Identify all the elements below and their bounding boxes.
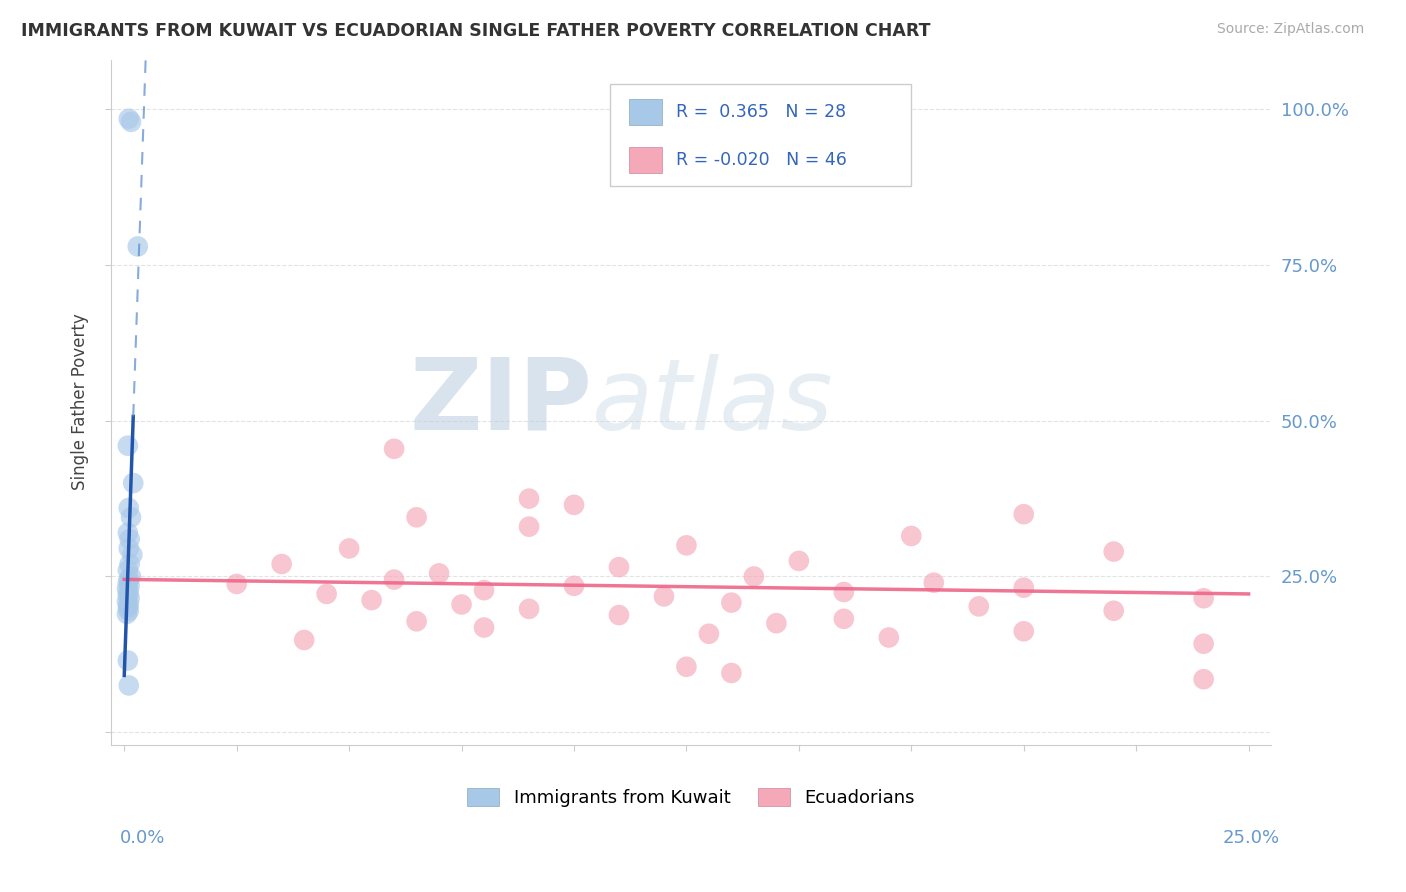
- Point: [877, 631, 900, 645]
- Point: [787, 554, 810, 568]
- Point: [1192, 591, 1215, 606]
- Point: [1012, 581, 1035, 595]
- Point: [118, 591, 141, 606]
- Point: [337, 541, 360, 556]
- Point: [117, 563, 139, 577]
- Point: [517, 491, 540, 506]
- Point: [118, 112, 141, 126]
- Point: [967, 599, 990, 614]
- Point: [118, 579, 141, 593]
- Point: [315, 587, 337, 601]
- Point: [472, 583, 495, 598]
- Point: [120, 569, 142, 583]
- Point: [742, 569, 765, 583]
- Point: [117, 575, 139, 590]
- Point: [117, 439, 139, 453]
- FancyBboxPatch shape: [630, 99, 662, 125]
- Point: [1282, 563, 1305, 577]
- Point: [118, 500, 141, 515]
- Point: [120, 510, 142, 524]
- Point: [270, 557, 292, 571]
- Point: [225, 577, 247, 591]
- Point: [1012, 624, 1035, 639]
- Point: [720, 665, 742, 680]
- Point: [607, 560, 630, 574]
- Point: [115, 594, 138, 608]
- Point: [122, 476, 145, 491]
- Point: [900, 529, 922, 543]
- Point: [360, 593, 382, 607]
- Point: [675, 659, 697, 673]
- Point: [118, 532, 141, 546]
- Point: [562, 498, 585, 512]
- Point: [562, 579, 585, 593]
- Point: [115, 582, 138, 596]
- Point: [832, 585, 855, 599]
- Point: [405, 615, 427, 629]
- Text: Source: ZipAtlas.com: Source: ZipAtlas.com: [1216, 22, 1364, 37]
- Point: [120, 115, 142, 129]
- Point: [697, 626, 720, 640]
- Point: [382, 442, 405, 456]
- Point: [117, 654, 139, 668]
- Point: [382, 573, 405, 587]
- Point: [118, 557, 141, 571]
- Point: [118, 598, 141, 612]
- Point: [1012, 507, 1035, 521]
- Text: R = -0.020   N = 46: R = -0.020 N = 46: [676, 151, 846, 169]
- FancyBboxPatch shape: [630, 146, 662, 173]
- Point: [117, 588, 139, 602]
- Point: [1102, 544, 1125, 558]
- Point: [117, 525, 139, 540]
- Point: [652, 590, 675, 604]
- Point: [118, 585, 141, 599]
- Point: [1192, 637, 1215, 651]
- Text: ZIP: ZIP: [409, 353, 592, 450]
- Text: IMMIGRANTS FROM KUWAIT VS ECUADORIAN SINGLE FATHER POVERTY CORRELATION CHART: IMMIGRANTS FROM KUWAIT VS ECUADORIAN SIN…: [21, 22, 931, 40]
- Point: [832, 612, 855, 626]
- Point: [127, 239, 149, 253]
- Text: R =  0.365   N = 28: R = 0.365 N = 28: [676, 103, 846, 120]
- Point: [1192, 672, 1215, 686]
- Text: atlas: atlas: [592, 353, 834, 450]
- Point: [607, 608, 630, 623]
- Point: [118, 541, 141, 556]
- Text: 25.0%: 25.0%: [1222, 829, 1279, 847]
- Point: [472, 621, 495, 635]
- Point: [118, 678, 141, 692]
- Point: [292, 632, 315, 647]
- Point: [118, 573, 141, 587]
- Point: [720, 596, 742, 610]
- Point: [115, 607, 138, 621]
- Point: [121, 548, 143, 562]
- Point: [118, 604, 141, 618]
- FancyBboxPatch shape: [610, 84, 911, 186]
- Point: [1102, 604, 1125, 618]
- Point: [922, 575, 945, 590]
- Point: [450, 598, 472, 612]
- Point: [517, 519, 540, 533]
- Point: [427, 566, 450, 581]
- Y-axis label: Single Father Poverty: Single Father Poverty: [72, 314, 89, 491]
- Point: [117, 600, 139, 615]
- Legend: Immigrants from Kuwait, Ecuadorians: Immigrants from Kuwait, Ecuadorians: [460, 780, 922, 814]
- Point: [517, 602, 540, 616]
- Point: [405, 510, 427, 524]
- Text: 0.0%: 0.0%: [120, 829, 165, 847]
- Point: [765, 616, 787, 631]
- Point: [675, 538, 697, 552]
